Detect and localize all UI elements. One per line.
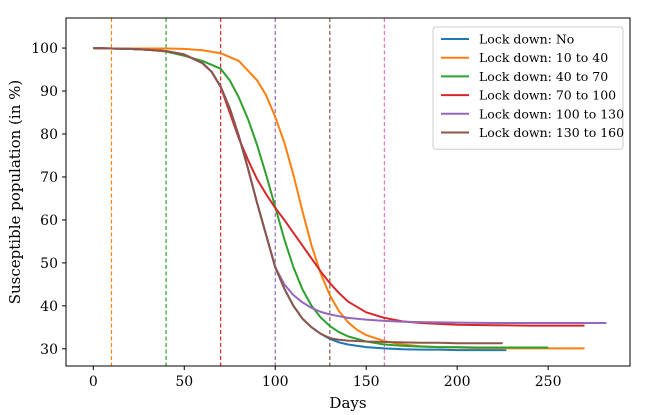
legend-label: Lock down: 10 to 40 (479, 50, 608, 65)
x-tick-label: 200 (444, 374, 471, 390)
y-tick-label: 30 (40, 342, 58, 358)
legend-label: Lock down: 40 to 70 (479, 69, 608, 84)
x-axis-ticks: 0 50 100 150 200 250 (89, 366, 562, 390)
x-tick-label: 100 (262, 374, 289, 390)
y-tick-label: 70 (40, 170, 58, 186)
x-tick-label: 150 (353, 374, 380, 390)
legend-label: Lock down: 100 to 130 (479, 106, 624, 121)
y-tick-label: 40 (40, 299, 58, 315)
y-axis-label: Susceptible population (in %) (6, 80, 24, 305)
legend: Lock down: No Lock down: 10 to 40 Lock dow… (432, 26, 624, 150)
legend-label: Lock down: 70 to 100 (479, 88, 616, 103)
x-axis-label: Days (329, 394, 366, 412)
y-tick-label: 60 (40, 213, 58, 229)
y-tick-label: 50 (40, 256, 58, 272)
x-tick-label: 50 (175, 374, 193, 390)
series-line-5 (93, 47, 503, 345)
x-tick-label: 250 (535, 374, 562, 390)
y-tick-label: 100 (31, 41, 58, 57)
y-tick-label: 90 (40, 84, 58, 100)
legend-box (432, 26, 624, 150)
x-tick-label: 0 (89, 374, 98, 390)
legend-label: Lock down: No (479, 32, 574, 47)
legend-label: Lock down: 130 to 160 (479, 125, 624, 140)
y-axis-ticks: 30 40 50 60 70 80 90 100 (31, 41, 66, 358)
lockdown-markers (110, 18, 385, 366)
series-lines (93, 47, 607, 352)
y-tick-label: 80 (40, 127, 58, 143)
plot-frame (65, 17, 631, 367)
